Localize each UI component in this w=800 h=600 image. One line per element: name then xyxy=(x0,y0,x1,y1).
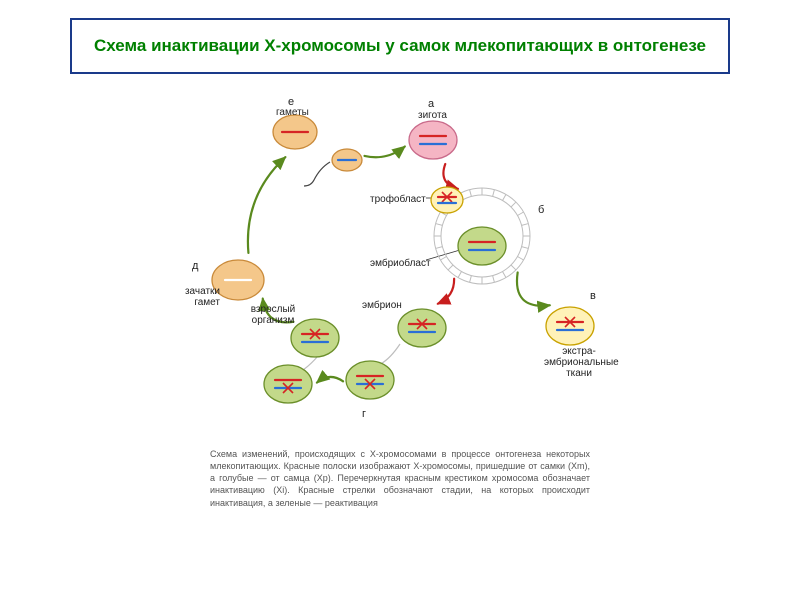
letter-d: д xyxy=(192,260,198,272)
label-embryo: эмбрион xyxy=(362,300,402,311)
caption-text: Схема изменений, происходящих с X-хромос… xyxy=(210,448,590,509)
label-adult: взрослый организм xyxy=(248,304,298,326)
letter-b: б xyxy=(538,204,544,216)
letter-a: а xyxy=(428,98,434,110)
label-germ: зачатки гамет xyxy=(180,286,220,308)
letter-g: г xyxy=(362,408,366,420)
label-extra-emb: экстра-эмбриональные ткани xyxy=(544,346,614,379)
label-trophoblast: трофобласт xyxy=(370,194,425,205)
letter-v: в xyxy=(590,290,596,302)
label-zygote: зигота xyxy=(418,110,447,121)
label-embryoblast: эмбриобласт xyxy=(370,258,425,269)
page-title: Схема инактивации Х-хромосомы у самок мл… xyxy=(94,36,706,56)
label-gametes: гаметы xyxy=(276,107,309,118)
title-container: Схема инактивации Х-хромосомы у самок мл… xyxy=(70,18,730,74)
diagram-area: е а б в г д гаметы зигота трофобласт эмб… xyxy=(170,90,630,430)
